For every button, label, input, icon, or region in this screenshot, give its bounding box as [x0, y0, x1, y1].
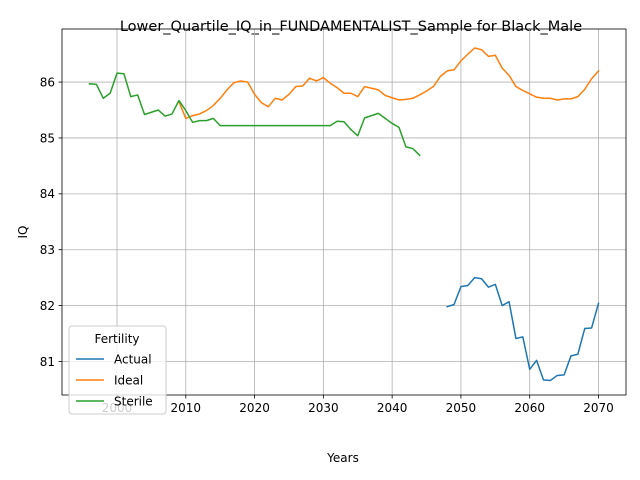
legend-label-actual: Actual [114, 352, 152, 366]
chart-title: Lower_Quartile_IQ_in_FUNDAMENTALIST_Samp… [120, 19, 582, 35]
x-tick-label: 2060 [514, 401, 545, 415]
x-tick-label: 2070 [583, 401, 614, 415]
y-axis-ticks: 81 82 83 84 85 86 [40, 75, 62, 369]
legend-label-sterile: Sterile [114, 394, 153, 408]
legend-label-ideal: Ideal [114, 373, 143, 387]
series-line-actual [446, 276, 600, 382]
legend-box [68, 325, 167, 415]
y-tick-label: 85 [40, 131, 55, 145]
x-tick-label: 2050 [446, 401, 477, 415]
x-axis-label: Years [326, 451, 359, 465]
series-layer [88, 47, 600, 382]
y-axis-label: IQ [16, 226, 30, 239]
legend: Fertility Actual Ideal Sterile [68, 325, 167, 415]
y-tick-label: 86 [40, 75, 55, 89]
y-tick-label: 84 [40, 187, 55, 201]
y-tick-label: 82 [40, 299, 55, 313]
series-line-sterile [88, 72, 421, 157]
legend-title: Fertility [94, 332, 139, 346]
x-tick-label: 2040 [377, 401, 408, 415]
y-tick-label: 83 [40, 243, 55, 257]
x-tick-label: 2030 [308, 401, 339, 415]
legend-entries: Actual Ideal Sterile [76, 352, 153, 408]
x-tick-label: 2020 [239, 401, 270, 415]
y-tick-label: 81 [40, 355, 55, 369]
plot-area-frame [61, 28, 627, 396]
x-tick-label: 2010 [171, 401, 202, 415]
series-line-ideal [177, 47, 600, 120]
